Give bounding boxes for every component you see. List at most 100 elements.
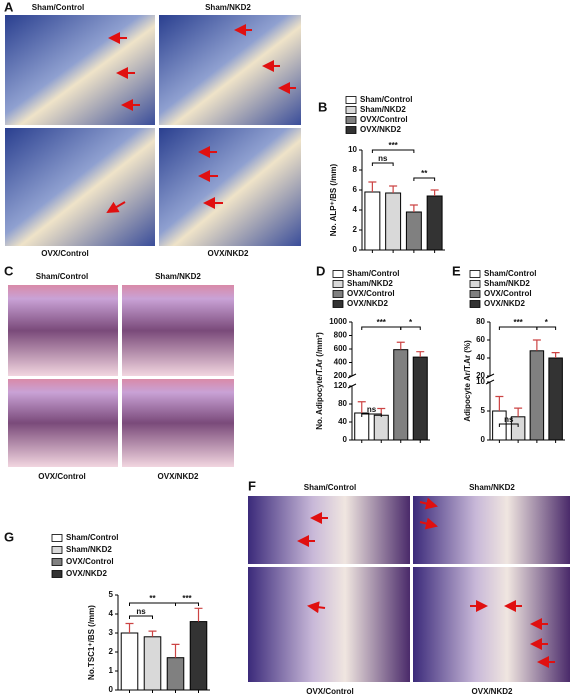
error-bar xyxy=(389,185,398,193)
y-tick-label: 3 xyxy=(109,628,114,637)
arrow xyxy=(106,201,126,214)
panel-label: D xyxy=(316,263,325,278)
significance-bracket xyxy=(175,602,199,606)
y-tick-label: 40 xyxy=(476,353,485,362)
image-label: OVX/Control xyxy=(306,687,354,696)
legend-swatch xyxy=(332,300,344,308)
y-tick-label: 8 xyxy=(353,165,358,174)
legend-label: OVX/NKD2 xyxy=(66,569,107,578)
error-bar xyxy=(357,401,366,413)
legend-label: Sham/NKD2 xyxy=(484,279,530,288)
y-tick-label: 120 xyxy=(334,381,348,390)
legend-swatch xyxy=(51,534,63,542)
micrograph xyxy=(122,379,234,467)
legend-label: Sham/Control xyxy=(360,95,412,104)
significance-label: *** xyxy=(513,318,523,327)
error-bar xyxy=(532,339,541,351)
bar xyxy=(166,657,185,691)
micrograph xyxy=(248,567,410,682)
y-tick-label: 0 xyxy=(109,685,114,694)
significance-bracket xyxy=(361,413,382,417)
legend-label: OVX/Control xyxy=(360,115,408,124)
legend-swatch xyxy=(51,558,63,566)
image-label: OVX/Control xyxy=(41,249,89,258)
micrograph xyxy=(122,285,234,376)
image-label: Sham/Control xyxy=(32,3,84,12)
legend-label: Sham/NKD2 xyxy=(360,105,406,114)
bar xyxy=(412,356,428,441)
image-label: OVX/Control xyxy=(38,472,86,481)
significance-bracket xyxy=(536,326,557,330)
significance-label: * xyxy=(409,318,413,327)
micrograph xyxy=(8,285,118,376)
significance-bracket xyxy=(400,326,421,330)
image-label: Sham/NKD2 xyxy=(155,272,201,281)
error-bar xyxy=(194,607,203,622)
y-tick-label: 0 xyxy=(353,245,358,254)
y-tick-label: 0 xyxy=(481,435,486,444)
image-label: OVX/NKD2 xyxy=(158,472,199,481)
significance-label: ns xyxy=(378,154,388,163)
legend-swatch xyxy=(51,546,63,554)
micrograph xyxy=(5,15,155,125)
y-axis-label: No.TSC1⁺/BS (/mm) xyxy=(87,605,96,680)
error-bar xyxy=(551,352,560,358)
panel-label: F xyxy=(248,478,256,493)
micrograph xyxy=(5,128,155,246)
legend-swatch xyxy=(345,96,357,104)
bar xyxy=(385,192,402,251)
legend-label: OVX/NKD2 xyxy=(484,299,525,308)
significance-bracket xyxy=(361,326,402,330)
y-tick-label: 10 xyxy=(476,377,485,386)
y-tick-label: 6 xyxy=(353,185,358,194)
y-tick-label: 0 xyxy=(343,435,348,444)
bar xyxy=(189,621,208,691)
error-bar xyxy=(495,395,504,411)
significance-label: ** xyxy=(421,169,428,178)
image-label: OVX/NKD2 xyxy=(472,687,513,696)
panel-label: C xyxy=(4,263,14,278)
bar xyxy=(364,191,381,251)
legend-label: Sham/Control xyxy=(66,533,118,542)
y-tick-label: 400 xyxy=(334,358,348,367)
legend-swatch xyxy=(469,290,481,298)
legend-label: OVX/Control xyxy=(484,289,532,298)
error-bar xyxy=(514,407,523,417)
legend-label: OVX/Control xyxy=(66,557,114,566)
significance-label: ** xyxy=(149,594,156,603)
bar xyxy=(529,350,545,441)
significance-bracket xyxy=(129,615,153,619)
image-label: OVX/NKD2 xyxy=(208,249,249,258)
significance-label: * xyxy=(545,318,549,327)
y-tick-label: 1000 xyxy=(329,317,347,326)
panel-label: E xyxy=(452,263,461,278)
legend-swatch xyxy=(345,106,357,114)
legend-label: Sham/NKD2 xyxy=(66,545,112,554)
y-tick-label: 80 xyxy=(338,399,347,408)
significance-bracket xyxy=(371,149,415,153)
y-tick-label: 5 xyxy=(481,406,486,415)
panel-label: B xyxy=(318,99,327,114)
legend-swatch xyxy=(345,116,357,124)
y-tick-label: 4 xyxy=(353,205,358,214)
y-tick-label: 40 xyxy=(338,417,347,426)
legend-swatch xyxy=(332,280,344,288)
y-tick-label: 2 xyxy=(353,225,358,234)
y-tick-label: 20 xyxy=(476,371,485,380)
y-tick-label: 4 xyxy=(109,609,114,618)
y-tick-label: 5 xyxy=(109,590,114,599)
micrograph xyxy=(248,496,410,564)
image-label: Sham/NKD2 xyxy=(205,3,251,12)
y-tick-label: 600 xyxy=(334,344,348,353)
significance-bracket xyxy=(498,326,538,330)
y-tick-label: 2 xyxy=(109,647,114,656)
error-bar xyxy=(368,181,377,192)
legend-label: OVX/NKD2 xyxy=(347,299,388,308)
bar xyxy=(426,195,443,251)
y-tick-label: 200 xyxy=(334,371,348,380)
bar xyxy=(405,211,422,251)
arrow xyxy=(419,497,438,510)
legend-label: OVX/NKD2 xyxy=(360,125,401,134)
image-label: Sham/Control xyxy=(304,483,356,492)
